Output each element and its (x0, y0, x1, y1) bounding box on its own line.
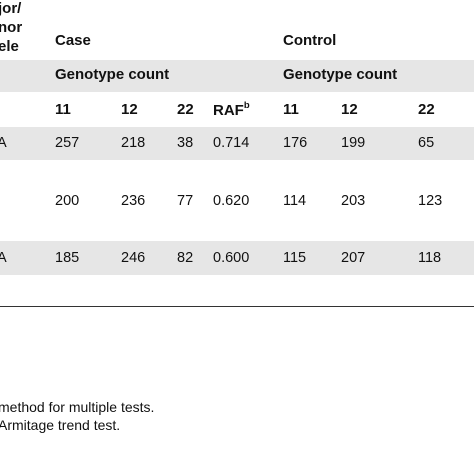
row-1-allele: A (0, 135, 7, 151)
table-bottom-rule (0, 306, 474, 307)
allele-header-line-3: ele (0, 38, 19, 55)
row-1-control-12: 199 (341, 135, 366, 151)
control-col-22: 22 (418, 101, 435, 118)
row-2-case-22: 77 (177, 193, 194, 209)
row-1-raf: 0.714 (213, 135, 250, 151)
control-genotype-count-label: Genotype count (283, 66, 398, 83)
allele-header-line-1: jor/ (0, 0, 22, 17)
table-row-band (0, 241, 474, 275)
raf-superscript: b (243, 100, 250, 111)
row-1-case-22: 38 (177, 135, 194, 151)
allele-header-line-2: nor (0, 19, 23, 36)
table-row-band (0, 127, 474, 160)
row-2-case-12: 236 (121, 193, 146, 209)
row-1-case-11: 257 (55, 135, 80, 151)
case-group-label: Case (55, 32, 91, 49)
control-col-12: 12 (341, 101, 358, 118)
row-1-control-11: 176 (283, 135, 308, 151)
row-3-case-11: 185 (55, 250, 80, 266)
row-3-control-11: 115 (283, 250, 307, 266)
row-3-allele: A (0, 250, 7, 266)
footnote-line-2: Armitage trend test. (0, 417, 121, 433)
row-2-control-22: 123 (418, 193, 443, 209)
row-2-case-11: 200 (55, 193, 80, 209)
case-col-12: 12 (121, 101, 138, 118)
row-3-case-12: 246 (121, 250, 146, 266)
row-2-raf: 0.620 (213, 193, 250, 209)
case-col-22: 22 (177, 101, 194, 118)
raf-col-header: RAFb (213, 100, 250, 119)
row-3-control-22: 118 (418, 250, 442, 266)
control-group-label: Control (283, 32, 337, 49)
row-2-control-11: 114 (283, 193, 307, 209)
row-3-control-12: 207 (341, 250, 366, 266)
footnote-line-1: method for multiple tests. (0, 399, 155, 415)
genotype-count-band (0, 60, 474, 92)
row-1-control-22: 65 (418, 135, 435, 151)
row-3-raf: 0.600 (213, 250, 250, 266)
row-1-case-12: 218 (121, 135, 146, 151)
row-2-control-12: 203 (341, 193, 366, 209)
raf-label: RAF (213, 102, 244, 119)
row-3-case-22: 82 (177, 250, 194, 266)
case-genotype-count-label: Genotype count (55, 66, 170, 83)
control-col-11: 11 (283, 101, 299, 118)
case-col-11: 11 (55, 101, 71, 118)
